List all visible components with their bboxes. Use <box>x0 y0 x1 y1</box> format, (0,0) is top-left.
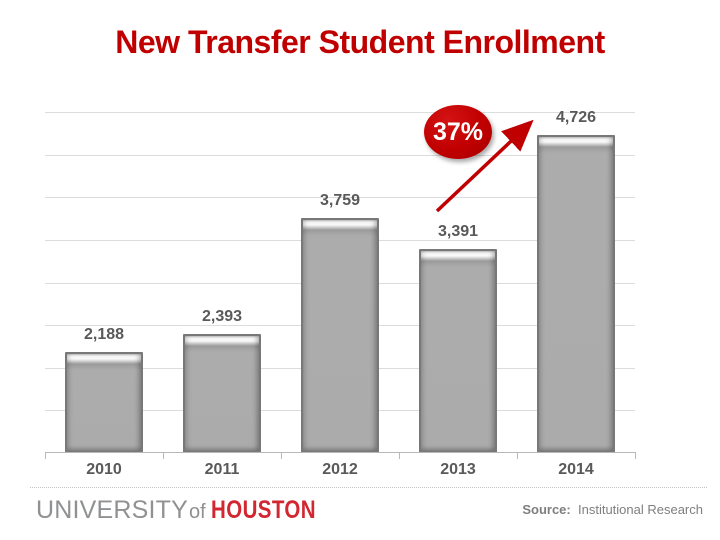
source-label: Source: <box>522 502 571 517</box>
logo-text-houston: HOUSTON <box>210 496 316 524</box>
source-attribution: Source: Institutional Research <box>522 502 703 517</box>
x-axis-label: 2014 <box>558 461 594 478</box>
x-axis-label: 2012 <box>322 461 358 478</box>
x-axis-line <box>45 452 636 453</box>
bar-value-label: 3,759 <box>319 191 361 209</box>
percent-increase-badge: 37% <box>424 105 492 159</box>
bar-value-label: 3,391 <box>437 223 479 241</box>
x-axis-tick <box>398 453 400 459</box>
bar-2011 <box>183 334 261 453</box>
university-of-houston-logo: UNIVERSITY of HOUSTON <box>36 496 339 525</box>
bar-2014 <box>537 135 615 453</box>
x-axis-tick <box>44 453 46 459</box>
source-value: Institutional Research <box>577 502 703 517</box>
percent-increase-label: 37% <box>432 117 484 146</box>
bar-2010 <box>65 351 143 453</box>
bar-value-label: 4,726 <box>555 109 597 127</box>
chart-title: New Transfer Student Enrollment <box>115 24 605 60</box>
x-axis-tick <box>162 453 164 459</box>
gridline <box>45 112 635 113</box>
x-axis-label: 2011 <box>204 461 240 478</box>
x-axis-tick <box>634 453 636 459</box>
x-axis-label: 2013 <box>440 461 476 478</box>
x-axis-label: 2010 <box>86 461 122 478</box>
bar-value-label: 2,393 <box>201 308 243 326</box>
footer-divider <box>30 487 707 488</box>
logo-text-university: UNIVERSITY <box>36 496 189 524</box>
gridline <box>45 197 635 199</box>
bar-value-label: 2,188 <box>83 325 125 343</box>
gridline <box>45 154 635 156</box>
bar-2012 <box>301 217 379 453</box>
bar-2013 <box>419 249 497 453</box>
x-axis-tick <box>516 453 518 459</box>
logo-text-of: of <box>189 501 206 523</box>
x-axis-tick <box>280 453 282 459</box>
